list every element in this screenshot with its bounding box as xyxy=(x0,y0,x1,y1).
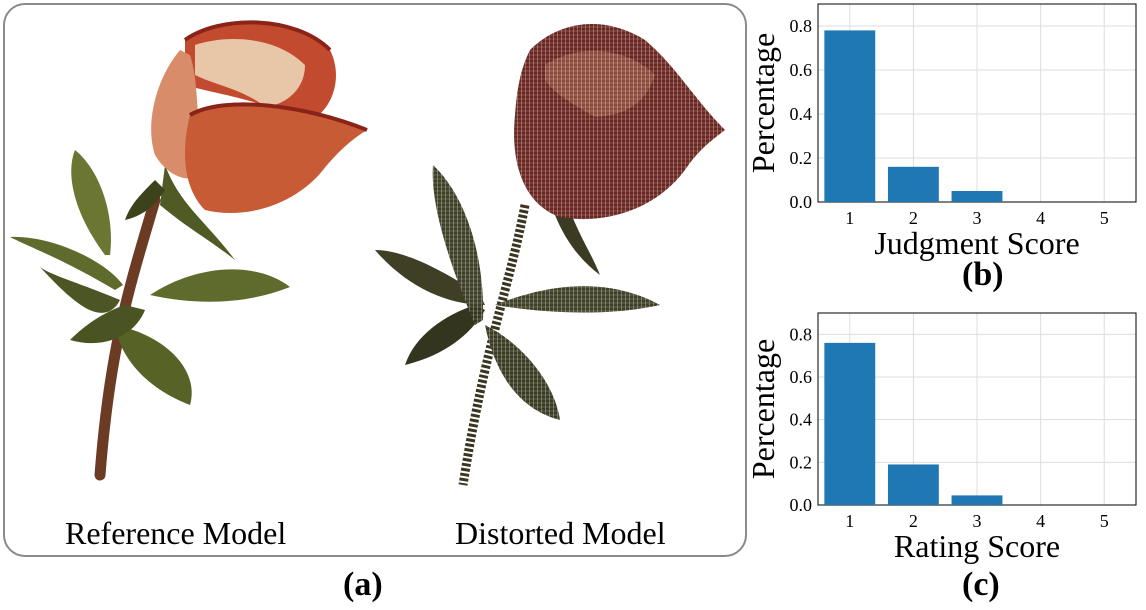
comparison-panel: Reference Model Distorted Model xyxy=(3,3,747,557)
reference-leaf-lower xyxy=(115,325,192,405)
distorted-rose-image xyxy=(375,23,725,486)
reference-leaf-upper xyxy=(71,150,111,255)
bar-score-1 xyxy=(824,30,876,203)
reference-sepal-2 xyxy=(125,180,165,220)
y-tick-label: 0.8 xyxy=(790,16,813,36)
panel-b-label: (b) xyxy=(962,256,1004,293)
reference-leaf-left xyxy=(10,236,123,290)
y-tick-label: 0.2 xyxy=(790,452,813,472)
bar-score-3 xyxy=(951,495,1003,505)
bar-score-1 xyxy=(824,342,876,505)
reference-petal-inner xyxy=(195,39,305,107)
rose-illustrations xyxy=(10,20,725,486)
y-tick-label: 0.8 xyxy=(790,324,813,344)
panel-a-label: (a) xyxy=(343,566,383,603)
x-tick-label: 2 xyxy=(909,511,918,531)
x-tick-label: 4 xyxy=(1036,511,1045,531)
distorted-leaf-left xyxy=(375,250,485,305)
judgment-score-chart: 0.0 0.2 0.4 0.6 0.8 1 2 3 4 5 Judgment Score Percen… xyxy=(750,3,1137,261)
distorted-leaf-hatch xyxy=(432,165,660,420)
y-tick-label: 0.0 xyxy=(790,495,813,515)
bar-score-3 xyxy=(951,191,1003,202)
y-tick-label: 0.4 xyxy=(790,104,813,124)
reference-rose-image xyxy=(10,20,368,481)
y-tick-label: 0.0 xyxy=(790,192,813,212)
x-tick-label: 3 xyxy=(973,511,982,531)
distorted-stem xyxy=(458,204,530,486)
distorted-flower-hatch xyxy=(514,23,725,220)
reference-leaf-left-2 xyxy=(40,267,120,313)
reference-leaf-right xyxy=(150,269,290,302)
x-tick-label: 3 xyxy=(973,208,982,228)
bar-score-2 xyxy=(887,464,939,505)
reference-model-caption: Reference Model xyxy=(65,515,287,551)
y-tick-label: 0.2 xyxy=(790,148,813,168)
reference-sepal xyxy=(160,165,235,260)
x-tick-label: 1 xyxy=(845,511,854,531)
rating-score-chart: 0.0 0.2 0.4 0.6 0.8 1 2 3 4 5 Rating Score Percenta… xyxy=(750,312,1137,564)
y-tick-label: 0.6 xyxy=(790,60,813,80)
panel-c-label: (c) xyxy=(962,566,1000,603)
y-axis-label: Percentage xyxy=(750,33,781,173)
x-tick-label: 5 xyxy=(1100,208,1109,228)
y-axis-label: Percentage xyxy=(750,339,781,479)
y-tick-label: 0.4 xyxy=(790,410,813,430)
distorted-leaf-low-left xyxy=(405,305,485,365)
y-tick-label: 0.6 xyxy=(790,367,813,387)
reference-leaf-mid xyxy=(70,305,145,344)
reference-petal-front xyxy=(185,104,367,214)
x-tick-label: 1 xyxy=(845,208,854,228)
x-axis-label: Rating Score xyxy=(894,528,1060,564)
x-tick-label: 4 xyxy=(1036,208,1045,228)
reference-petal-edge xyxy=(189,102,368,132)
distorted-model-caption: Distorted Model xyxy=(455,515,666,551)
x-tick-label: 2 xyxy=(909,208,918,228)
bar-score-2 xyxy=(887,166,939,202)
x-tick-label: 5 xyxy=(1100,511,1109,531)
reference-petal-edge-top xyxy=(183,20,332,52)
x-axis-label: Judgment Score xyxy=(874,225,1079,261)
